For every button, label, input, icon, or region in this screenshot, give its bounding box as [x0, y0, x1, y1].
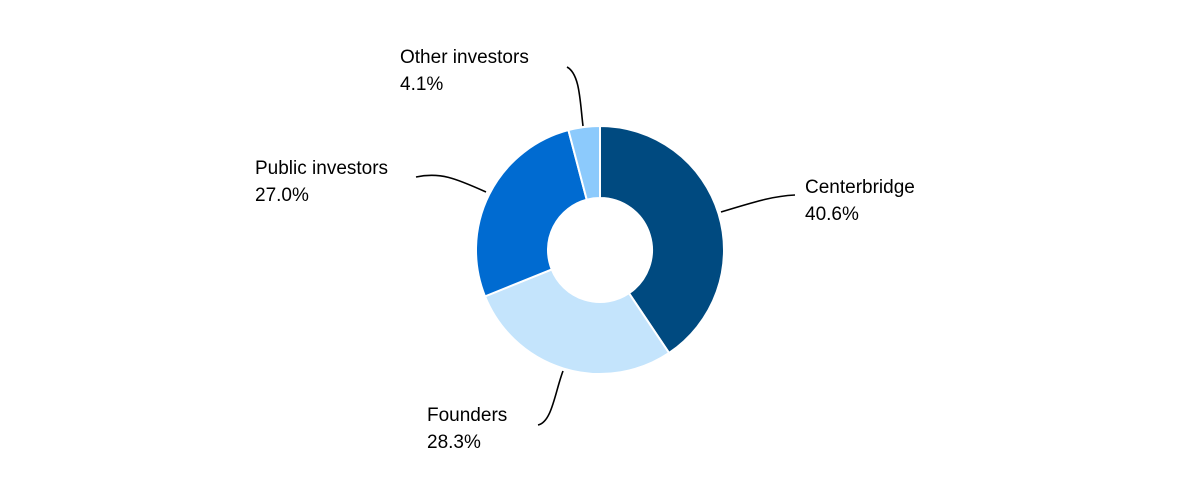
leader-line-centerbridge	[720, 194, 796, 213]
slice-other-investors	[567, 124, 601, 201]
slice-public-investors	[475, 128, 588, 298]
slice-labels: Centerbridge 40.6% Founders 28.3% Public inv…	[255, 47, 915, 453]
slice-label-public-investors: Public investors	[255, 158, 388, 179]
slice-label-founders: Founders	[427, 405, 507, 426]
leader-line-public-investors	[415, 174, 487, 193]
slice-value-centerbridge: 40.6%	[805, 204, 859, 225]
leader-line-other-investors	[566, 66, 584, 127]
leader-lines	[415, 66, 796, 426]
slice-founders	[483, 268, 671, 375]
slice-label-other-investors: Other investors	[400, 47, 529, 68]
slice-centerbridge	[599, 124, 725, 355]
slice-value-founders: 28.3%	[427, 432, 481, 453]
slice-value-public-investors: 27.0%	[255, 185, 309, 206]
slice-value-other-investors: 4.1%	[400, 74, 443, 95]
donut-slices	[475, 124, 725, 375]
leader-line-founders	[537, 370, 564, 426]
slice-label-centerbridge: Centerbridge	[805, 177, 915, 198]
